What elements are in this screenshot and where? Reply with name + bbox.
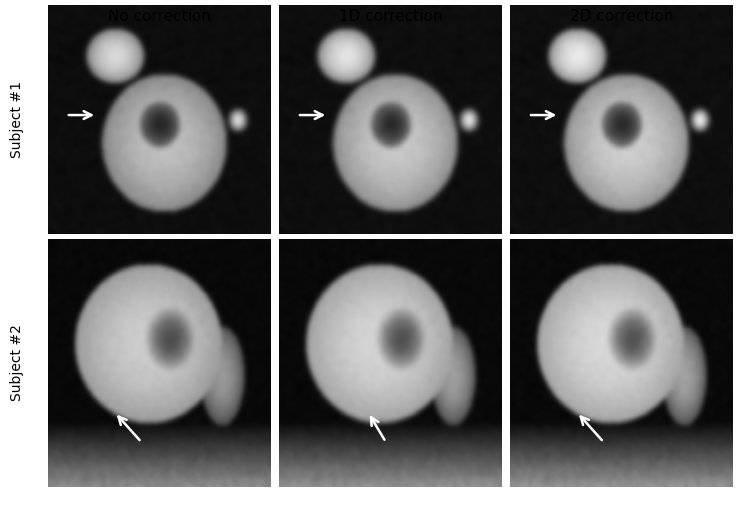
Text: 2D correction: 2D correction (570, 9, 673, 24)
Text: Subject #1: Subject #1 (10, 81, 24, 158)
Text: Subject #2: Subject #2 (10, 324, 24, 401)
Text: 1D correction: 1D correction (339, 9, 442, 24)
Text: No correction: No correction (108, 9, 211, 24)
